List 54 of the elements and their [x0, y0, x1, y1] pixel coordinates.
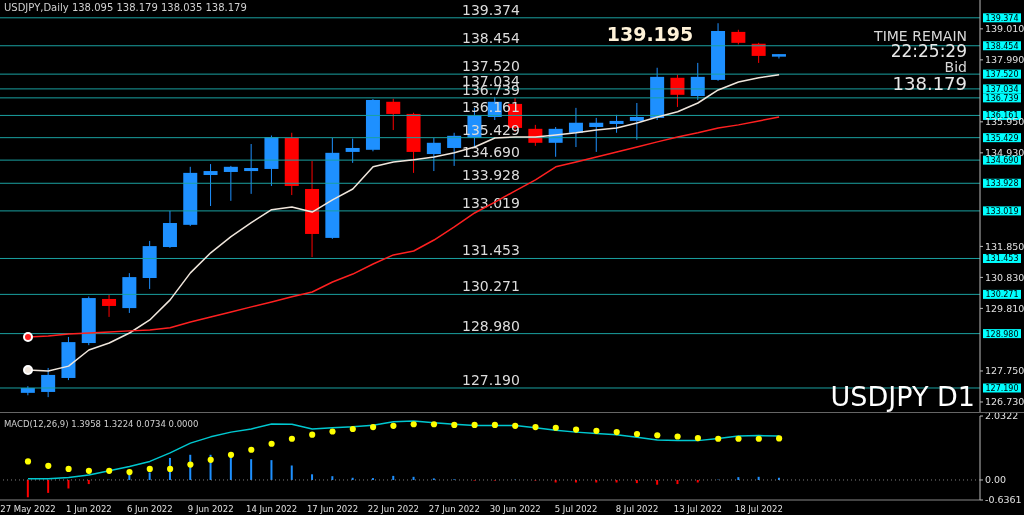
ref-line-label: 133.928 — [462, 167, 520, 184]
y-tick-label: -0.6361 — [985, 494, 1022, 506]
y-tick-label: 139.010 — [985, 23, 1024, 35]
x-tick-label: 9 Jun 2022 — [187, 504, 234, 515]
text: 22:25:29 — [890, 41, 967, 61]
x-tick-label: 8 Jul 2022 — [615, 504, 659, 515]
x-tick-label: 22 Jun 2022 — [367, 504, 419, 515]
ref-line-label: 128.980 — [462, 317, 520, 334]
ref-line-label: 130.271 — [462, 278, 520, 295]
text: TIME REMAIN — [873, 28, 967, 44]
text: 137.520 — [985, 70, 1019, 80]
ref-line-label: 138.454 — [462, 29, 520, 46]
text: Bid — [944, 59, 967, 75]
x-tick-label: 5 Jul 2022 — [554, 504, 598, 515]
ref-line-label: 139.374 — [462, 1, 520, 18]
text: USDJPY D1 — [830, 381, 975, 412]
text: 138.454 — [985, 41, 1019, 51]
y-tick-label: 126.730 — [985, 396, 1024, 408]
x-tick-label: 17 Jun 2022 — [306, 504, 359, 515]
chart-title: MACD(12,26,9) 1.3958 1.3224 0.0734 0.0000 — [4, 419, 199, 429]
text: 138.179 — [892, 73, 967, 94]
y-tick-label: 127.750 — [985, 365, 1024, 377]
annotation: 139.195 — [606, 23, 694, 45]
x-tick-label: 30 Jun 2022 — [489, 504, 541, 515]
ref-line-label: 131.453 — [462, 242, 520, 259]
x-tick-label: 6 Jun 2022 — [126, 504, 173, 515]
text: 139.374 — [985, 13, 1019, 23]
x-tick-label: 27 Jun 2022 — [428, 504, 480, 515]
y-tick-label: 129.810 — [985, 302, 1024, 314]
x-tick-label: 27 May 2022 — [0, 504, 56, 515]
y-tick-label: 0.00 — [985, 474, 1007, 486]
x-tick-label: 13 Jul 2022 — [673, 504, 722, 515]
x-tick-label: 1 Jun 2022 — [66, 504, 112, 515]
y-tick-label: 130.830 — [985, 271, 1024, 283]
x-tick-label: 14 Jun 2022 — [246, 504, 298, 515]
ref-line-label: 134.690 — [462, 144, 520, 161]
ref-line-label: 137.520 — [462, 58, 520, 75]
y-tick-label: 131.850 — [985, 240, 1024, 252]
text: 136.739 — [985, 93, 1019, 103]
text: 127.190 — [985, 384, 1019, 393]
y-tick-label: 134.930 — [985, 147, 1024, 159]
text: 133.928 — [985, 179, 1019, 189]
x-tick-label: 18 Jul 2022 — [734, 504, 783, 515]
chart-title: USDJPY,Daily 138.095 138.179 138.035 138.179 — [4, 2, 247, 13]
y-tick-label: 137.990 — [985, 54, 1024, 66]
text: 134.690 — [985, 156, 1019, 166]
text: 135.429 — [985, 133, 1019, 143]
text: 133.019 — [985, 206, 1019, 216]
text: 131.453 — [985, 254, 1019, 264]
ref-line-label: 127.190 — [462, 372, 520, 388]
text: 128.980 — [985, 329, 1019, 339]
text: 130.271 — [985, 290, 1019, 300]
text: 137.034 — [985, 84, 1019, 94]
y-tick-label: 2.0322 — [985, 410, 1019, 422]
